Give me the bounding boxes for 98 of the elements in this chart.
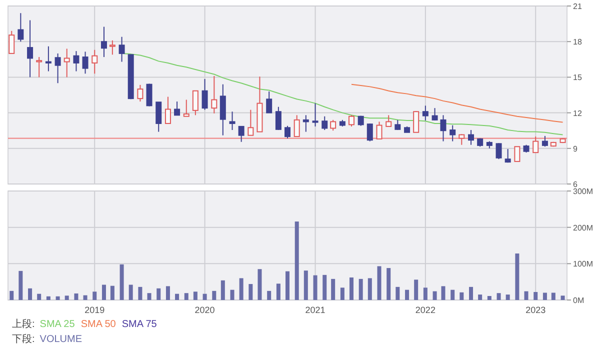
bar	[450, 290, 455, 300]
y-tick-label: 100M	[573, 260, 594, 269]
bar	[386, 268, 391, 300]
x-tick-label: 2023	[526, 305, 546, 315]
bar	[138, 286, 142, 300]
candlestick	[73, 50, 80, 72]
bar	[18, 270, 23, 300]
bar	[322, 274, 327, 300]
bar	[193, 292, 198, 300]
bar	[496, 293, 501, 300]
bar	[560, 296, 565, 300]
bar	[92, 292, 97, 300]
y-tick-label: 6	[573, 180, 578, 189]
candlestick	[468, 130, 474, 146]
y-tick-label: 15	[573, 73, 582, 82]
y-tick-label: 21	[573, 2, 582, 11]
legend-title: 下段:	[12, 333, 35, 345]
bar	[202, 294, 207, 300]
legend-label: SMA 75	[122, 319, 158, 330]
y-tick-label: 12	[573, 108, 582, 118]
text: VOLUME	[40, 334, 82, 345]
bar	[487, 296, 492, 300]
bar	[248, 284, 253, 300]
bar	[267, 290, 272, 300]
bar	[230, 290, 234, 300]
bar	[102, 284, 106, 300]
x-tick-label: 2021	[305, 305, 326, 315]
bar	[37, 294, 42, 300]
bar	[276, 284, 280, 300]
bar	[110, 286, 114, 300]
bar	[313, 275, 318, 300]
candlestick	[211, 76, 218, 114]
bar	[460, 292, 464, 300]
bar	[220, 280, 225, 300]
bar	[64, 296, 69, 300]
bar	[10, 290, 14, 300]
bar	[239, 278, 244, 300]
bar	[358, 278, 363, 300]
bar	[147, 293, 152, 300]
line-series	[350, 84, 564, 123]
y-tick-label: 18	[573, 38, 582, 47]
text: SMA 50	[80, 319, 116, 330]
bar	[432, 291, 437, 300]
x-tick-label: 2019	[84, 305, 105, 315]
bar	[368, 278, 372, 300]
bar	[423, 288, 428, 300]
candlestick	[458, 134, 465, 146]
bar	[184, 293, 188, 300]
bar	[128, 284, 133, 300]
x-tick-label: 2022	[415, 305, 436, 315]
bar	[175, 294, 180, 300]
bar	[515, 253, 520, 300]
y-tick-label: 9	[573, 144, 578, 154]
bar	[294, 222, 299, 300]
bar	[212, 290, 216, 300]
bar	[441, 286, 446, 300]
candlestick	[440, 114, 446, 142]
bar	[331, 278, 336, 300]
bar	[340, 288, 344, 300]
x-tick-label: 2020	[194, 305, 215, 315]
candlestick	[100, 26, 107, 58]
text: SMA 25	[40, 319, 76, 330]
bar	[534, 292, 538, 300]
bar	[28, 288, 32, 300]
candlestick	[45, 46, 52, 72]
bar	[349, 277, 354, 300]
bar	[258, 269, 262, 300]
candlestick	[229, 111, 236, 131]
candlestick	[146, 84, 152, 106]
bar	[414, 280, 418, 300]
bar	[478, 294, 482, 300]
bar	[506, 294, 510, 300]
bar	[524, 291, 528, 300]
bar	[542, 292, 547, 300]
y-tick-label: 300M	[573, 187, 594, 196]
bar	[551, 292, 556, 300]
bar	[166, 286, 170, 300]
bar	[56, 296, 60, 300]
candlestick	[92, 49, 98, 74]
bar	[74, 293, 78, 300]
bar	[286, 271, 290, 300]
candlestick	[302, 114, 309, 132]
bar	[83, 295, 88, 300]
bar	[120, 264, 124, 300]
candlestick	[64, 48, 70, 78]
legend-title: 上段:	[12, 318, 35, 330]
bar	[405, 290, 410, 300]
bar	[377, 266, 382, 300]
bar	[46, 296, 50, 300]
bar	[304, 270, 308, 300]
bar	[469, 286, 474, 300]
bar	[156, 288, 161, 300]
y-tick-label: 0M	[573, 296, 584, 305]
y-tick-label: 200M	[573, 223, 594, 232]
candlestick	[220, 84, 226, 136]
bar	[396, 286, 400, 300]
candlestick	[118, 36, 125, 62]
candlestick	[27, 20, 34, 78]
